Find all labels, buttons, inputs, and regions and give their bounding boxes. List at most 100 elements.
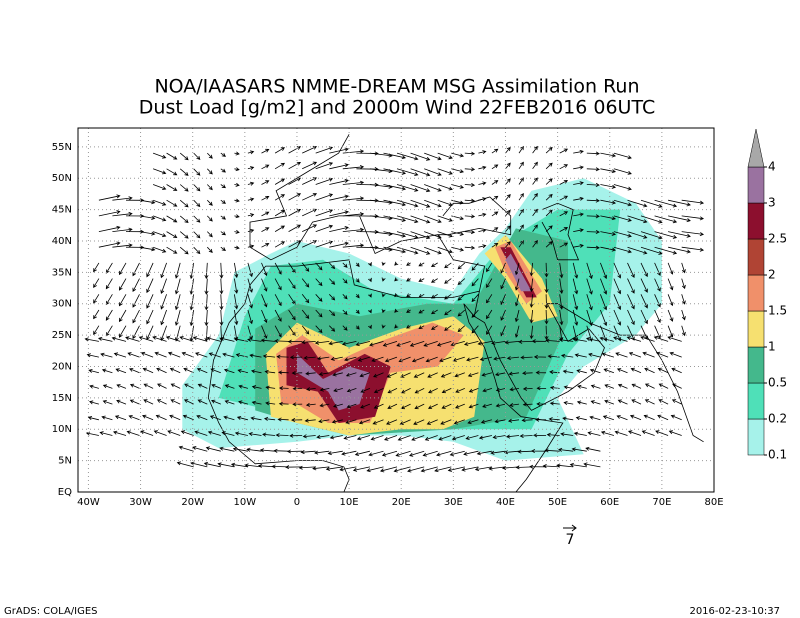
wind-arrow	[288, 294, 296, 305]
wind-arrow	[654, 294, 661, 308]
wind-arrow	[422, 450, 438, 457]
wind-arrow	[602, 415, 615, 421]
wind-arrow	[369, 341, 384, 347]
wind-arrow	[640, 278, 648, 293]
wind-arrow	[410, 231, 431, 240]
wind-arrow	[556, 463, 574, 468]
wind-arrow	[396, 152, 419, 161]
wind-arrow	[333, 388, 343, 393]
wind-arrow	[424, 435, 438, 441]
wind-arrow	[383, 184, 407, 191]
wind-arrow	[413, 419, 425, 425]
wind-arrow	[300, 450, 316, 455]
wind-arrow	[219, 446, 235, 452]
wind-arrow	[559, 278, 564, 295]
wind-arrow	[261, 211, 270, 217]
y-tick-label: 35N	[52, 267, 72, 278]
wind-arrow	[514, 262, 520, 276]
wind-arrow	[143, 399, 154, 405]
wind-arrow	[668, 215, 691, 223]
wind-arrow	[457, 278, 466, 286]
wind-arrow	[288, 262, 296, 274]
wind-arrow	[369, 215, 393, 221]
wind-arrow	[373, 388, 384, 394]
wind-arrow	[261, 278, 268, 292]
wind-arrow	[207, 231, 213, 238]
wind-arrow	[654, 262, 661, 277]
wind-arrow	[471, 294, 479, 303]
wind-arrow	[681, 231, 705, 237]
wind-arrow	[559, 211, 569, 217]
wind-arrow	[413, 372, 425, 378]
wind-arrow	[274, 338, 289, 344]
wind-arrow	[329, 309, 336, 317]
wind-arrow	[302, 161, 318, 170]
wind-arrow	[600, 246, 617, 252]
wind-arrow	[315, 224, 334, 232]
wind-arrow	[369, 152, 393, 158]
wind-arrow	[118, 325, 127, 338]
wind-arrow	[482, 403, 493, 408]
wind-arrow	[93, 325, 100, 335]
wind-arrow	[142, 367, 154, 374]
wind-arrow	[529, 325, 534, 340]
wind-arrow	[586, 151, 600, 156]
wind-arrow	[329, 294, 336, 301]
wind-arrow	[146, 309, 154, 325]
wind-arrow	[179, 152, 189, 161]
wind-arrow	[424, 152, 442, 161]
wind-arrow	[234, 325, 239, 341]
wind-arrow	[166, 168, 178, 176]
wind-arrow	[142, 414, 154, 421]
wind-arrow	[437, 168, 453, 175]
wind-arrow	[641, 430, 655, 436]
wind-arrow	[193, 168, 201, 176]
wind-arrow	[301, 309, 310, 319]
wind-arrow	[154, 351, 167, 358]
wind-arrow	[329, 241, 349, 248]
wind-arrow	[589, 415, 601, 421]
x-tick-label: 0	[294, 497, 300, 508]
wind-arrow	[381, 293, 386, 298]
wind-arrow	[481, 372, 493, 377]
wind-arrow	[359, 372, 371, 378]
wind-arrow	[251, 385, 262, 390]
wind-arrow	[116, 399, 127, 405]
wind-arrow	[303, 355, 316, 360]
wind-arrow	[410, 184, 431, 193]
wind-arrow	[486, 325, 493, 336]
wind-arrow	[397, 435, 411, 441]
wind-arrow	[314, 450, 330, 455]
wind-arrow	[342, 149, 365, 154]
wind-arrow	[146, 278, 154, 294]
wind-arrow	[668, 246, 691, 254]
wind-arrow	[331, 419, 343, 424]
wind-arrow	[129, 368, 140, 374]
wind-arrow	[428, 388, 438, 394]
wind-arrow	[478, 435, 492, 440]
wind-arrow	[220, 168, 226, 173]
wind-arrow	[274, 194, 286, 201]
wind-arrow	[569, 462, 587, 468]
wind-arrow	[461, 466, 479, 472]
wind-arrow	[328, 341, 343, 346]
wind-arrow	[573, 228, 584, 233]
wind-arrow	[532, 224, 538, 232]
wind-arrow	[247, 294, 253, 309]
wind-arrow	[627, 231, 648, 239]
wind-arrow	[360, 403, 371, 409]
wind-arrow	[383, 152, 407, 160]
wind-arrow	[654, 246, 678, 255]
wind-arrow	[627, 199, 648, 208]
wind-arrow	[600, 325, 608, 342]
wind-arrow	[573, 243, 584, 248]
y-tick-label: 20N	[52, 361, 72, 372]
wind-arrow	[386, 419, 398, 425]
wind-arrow	[441, 403, 452, 409]
wind-arrow	[261, 309, 268, 324]
wind-arrow	[319, 403, 330, 408]
wind-arrow	[464, 151, 476, 156]
wind-arrow	[224, 400, 235, 405]
wind-arrow	[247, 166, 255, 170]
wind-arrow	[617, 399, 628, 405]
